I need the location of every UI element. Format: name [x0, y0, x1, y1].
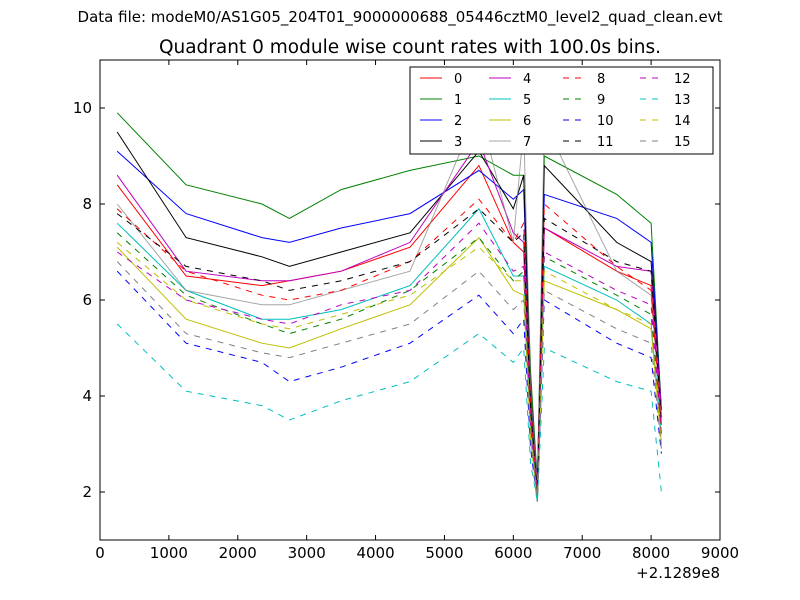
legend-label-6: 6: [523, 114, 531, 129]
series-line-11: [116, 208, 662, 493]
series-line-13: [116, 323, 662, 502]
series-line-5: [116, 207, 662, 497]
legend-label-1: 1: [454, 93, 462, 108]
legend-label-7: 7: [523, 135, 531, 150]
x-tick-label: 2000: [219, 544, 257, 562]
series-line-1: [116, 112, 662, 483]
figure-supertitle: Data file: modeM0/AS1G05_204T01_90000006…: [77, 8, 723, 26]
legend-label-4: 4: [523, 72, 531, 87]
x-tick-label: 8000: [632, 544, 670, 562]
legend-label-11: 11: [597, 135, 614, 150]
series-line-4: [116, 140, 662, 483]
legend-label-0: 0: [454, 72, 462, 87]
series-line-10: [116, 270, 662, 502]
x-tick-label: 1000: [150, 544, 188, 562]
series-line-15: [116, 261, 662, 502]
series-line-2: [116, 150, 662, 483]
legend-label-12: 12: [674, 72, 691, 87]
series-line-0: [116, 164, 662, 483]
x-tick-label: 3000: [288, 544, 326, 562]
x-tick-label: 5000: [425, 544, 463, 562]
series-line-14: [116, 242, 662, 502]
legend-box: [409, 66, 714, 155]
legend-label-14: 14: [674, 114, 691, 129]
x-tick-label: 0: [95, 544, 105, 562]
series-line-6: [116, 236, 662, 502]
legend-label-3: 3: [454, 135, 462, 150]
series-line-3: [116, 131, 662, 488]
legend-label-9: 9: [597, 93, 605, 108]
y-tick-label: 10: [73, 99, 92, 117]
x-tick-label: 6000: [494, 544, 532, 562]
y-tick-label: 6: [82, 291, 92, 309]
chart-title: Quadrant 0 module wise count rates with …: [159, 37, 661, 58]
y-tick-label: 8: [82, 195, 92, 213]
series-line-8: [116, 198, 662, 493]
legend-label-8: 8: [597, 72, 605, 87]
y-tick-label: 2: [82, 483, 92, 501]
series-line-7: [116, 106, 662, 488]
series-line-9: [116, 232, 662, 497]
legend-label-10: 10: [597, 114, 614, 129]
x-tick-label: 9000: [701, 544, 739, 562]
x-tick-label: 7000: [563, 544, 601, 562]
legend-label-2: 2: [454, 114, 462, 129]
series-line-12: [116, 222, 662, 497]
x-offset-label: +2.1289e8: [636, 564, 720, 582]
x-tick-label: 4000: [356, 544, 394, 562]
legend-label-13: 13: [674, 93, 691, 108]
y-tick-label: 4: [82, 387, 92, 405]
legend-label-5: 5: [523, 93, 531, 108]
legend-label-15: 15: [674, 135, 691, 150]
